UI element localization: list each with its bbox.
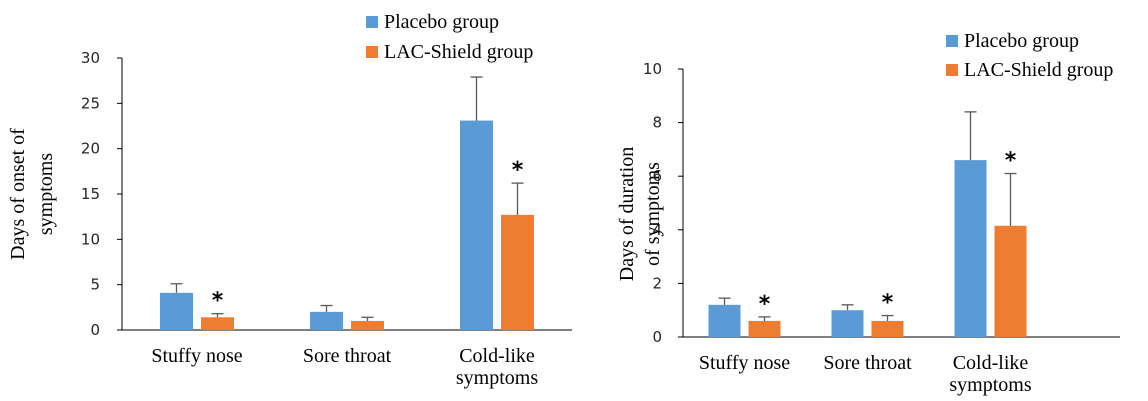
y-axis-label-line: of symptoms	[642, 162, 664, 266]
legend-label: LAC-Shield group	[384, 41, 533, 63]
y-tick-label: 6	[652, 167, 662, 185]
y-tick-label: 20	[81, 140, 100, 158]
x-tick-label-line: Stuffy nose	[151, 345, 242, 367]
chart-duration: 0 2 4 6 8 10 Days of duration of symptoms * Stuff…	[616, 30, 1120, 396]
bar-placebo	[460, 120, 493, 330]
significance-marker: *	[759, 292, 771, 317]
x-tick-label-line: symptoms	[456, 367, 538, 389]
y-tick-label: 5	[90, 276, 100, 294]
x-tick-label-line: Sore throat	[303, 345, 392, 367]
y-tick-label: 2	[652, 274, 662, 292]
y-axis-label: Days of onset of symptoms	[7, 128, 57, 260]
legend-swatch	[366, 46, 378, 58]
y-tick-label: 0	[652, 328, 662, 346]
y-tick-label: 8	[652, 114, 662, 132]
legend-swatch	[946, 64, 958, 76]
y-tick-label: 4	[652, 221, 662, 239]
significance-marker: *	[882, 291, 894, 316]
y-axis-label-line: symptoms	[35, 153, 57, 235]
x-tick-label-line: Cold-like	[953, 352, 1029, 374]
x-tick-label: Sore throat	[303, 345, 392, 367]
bar-placebo	[310, 311, 343, 330]
bar-placebo	[160, 292, 193, 330]
chart-onset: 0 5 10 15 20 25 30 Days of onset of symptoms * Stu…	[7, 11, 572, 389]
y-axis-label-line: Days of onset of	[7, 128, 29, 260]
bar-lac-shield	[201, 317, 234, 330]
bar-placebo	[708, 304, 741, 337]
x-tick-label: Cold-like symptoms	[456, 345, 538, 389]
legend-label: LAC-Shield group	[964, 59, 1113, 81]
x-tick-label: Stuffy nose	[699, 352, 790, 374]
y-tick-label: 30	[81, 49, 100, 67]
x-tick-label-line: symptoms	[949, 374, 1031, 396]
bar-lac-shield	[994, 225, 1027, 337]
x-tick-label: Stuffy nose	[151, 345, 242, 367]
significance-marker: *	[1005, 149, 1017, 174]
bar-placebo	[954, 160, 987, 337]
y-tick-label: 0	[90, 321, 100, 339]
y-axis-label: Days of duration of symptoms	[616, 147, 664, 281]
significance-marker: *	[512, 158, 524, 183]
legend-label: Placebo group	[384, 11, 499, 33]
legend-label: Placebo group	[964, 30, 1079, 52]
y-tick-label: 10	[643, 60, 662, 78]
bar-lac-shield	[748, 320, 781, 337]
y-tick-label: 25	[81, 94, 100, 112]
y-tick-label: 15	[81, 185, 100, 203]
legend-swatch	[946, 35, 958, 47]
legend-swatch	[366, 16, 378, 28]
bar-placebo	[831, 310, 864, 337]
bar-lac-shield	[351, 320, 384, 330]
x-tick-label: Cold-like symptoms	[949, 352, 1031, 396]
y-axis-label-line: Days of duration	[616, 147, 638, 281]
x-tick-label-line: Cold-like	[459, 345, 535, 367]
x-tick-label: Sore throat	[823, 352, 912, 374]
bar-lac-shield	[501, 214, 534, 330]
bar-lac-shield	[871, 320, 904, 337]
y-tick-label: 10	[81, 230, 100, 248]
significance-marker: *	[212, 289, 224, 314]
x-tick-label-line: Sore throat	[823, 352, 912, 374]
x-tick-label-line: Stuffy nose	[699, 352, 790, 374]
